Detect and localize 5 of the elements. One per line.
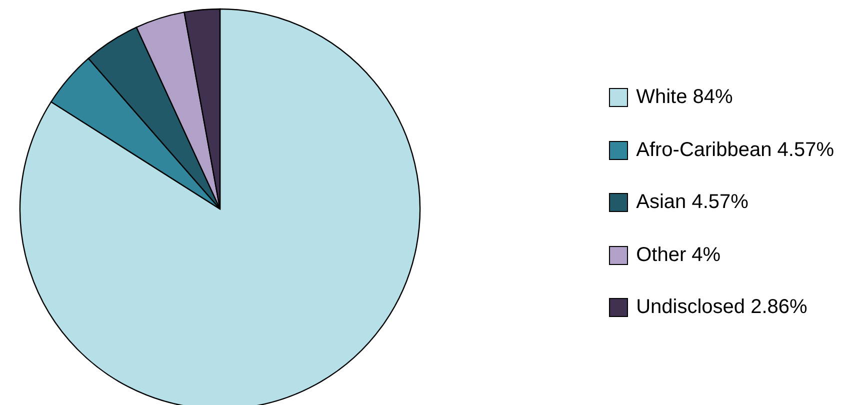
legend-label: Undisclosed 2.86% [636, 296, 808, 319]
legend-label: Asian 4.57% [636, 191, 748, 214]
legend-label: White 84% [636, 86, 733, 109]
legend-label: Other 4% [636, 244, 721, 266]
legend-label: Afro-Caribbean 4.57% [636, 138, 834, 162]
